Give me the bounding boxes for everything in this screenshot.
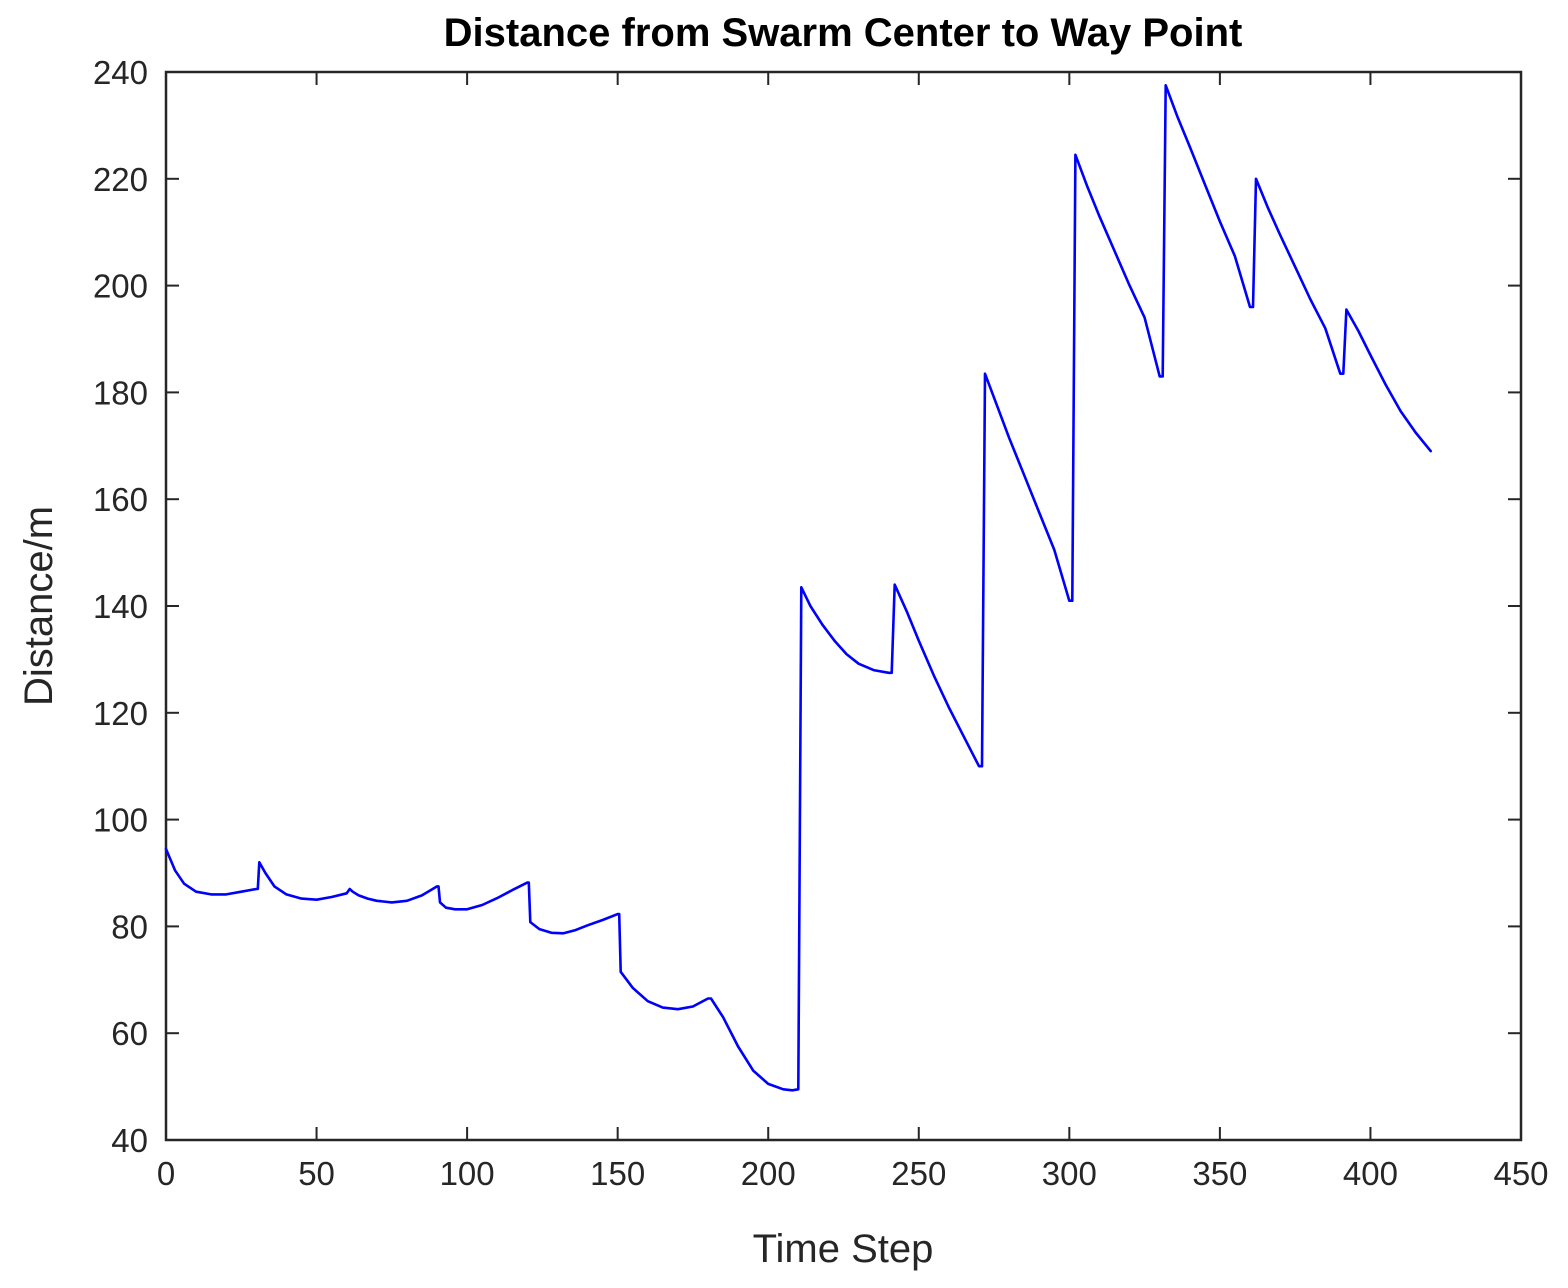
y-tick-label: 140 (93, 588, 148, 625)
x-axis: 0 50 100 150 200 250 300 350 400 450 (157, 72, 1549, 1192)
x-tick-label: 300 (1042, 1155, 1097, 1192)
y-tick-label: 100 (93, 802, 148, 839)
x-tick-label: 50 (298, 1155, 335, 1192)
x-tick-label: 0 (157, 1155, 175, 1192)
x-tick-label: 150 (590, 1155, 645, 1192)
y-tick-label: 80 (111, 908, 148, 945)
y-tick-label: 200 (93, 268, 148, 305)
chart-title: Distance from Swarm Center to Way Point (444, 11, 1243, 55)
x-tick-label: 400 (1343, 1155, 1398, 1192)
y-tick-label: 60 (111, 1015, 148, 1052)
x-tick-label: 200 (741, 1155, 796, 1192)
series-line-0 (164, 84, 1432, 1092)
x-tick-label: 350 (1192, 1155, 1247, 1192)
x-axis-label: Time Step (753, 1227, 934, 1271)
x-tick-label: 450 (1493, 1155, 1548, 1192)
y-axis: 40 60 80 100 120 140 160 180 200 220 240 (93, 54, 1521, 1159)
x-tick-label: 250 (891, 1155, 946, 1192)
y-tick-label: 120 (93, 695, 148, 732)
y-tick-label: 180 (93, 374, 148, 411)
y-tick-label: 160 (93, 481, 148, 518)
series-group (164, 84, 1432, 1092)
y-tick-label: 220 (93, 161, 148, 198)
plot-area-frame (164, 70, 1523, 1142)
y-tick-label: 240 (93, 54, 148, 91)
x-tick-label: 100 (440, 1155, 495, 1192)
y-tick-label: 40 (111, 1122, 148, 1159)
y-axis-label: Distance/m (17, 506, 61, 706)
